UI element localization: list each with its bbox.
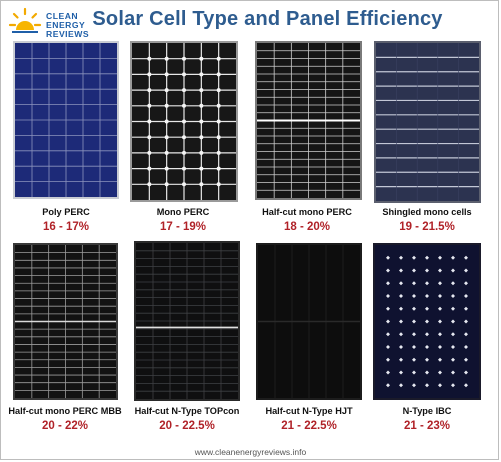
panel-label: Half-cut N-Type TOPcon bbox=[134, 406, 240, 416]
logo-line: REVIEWS bbox=[46, 29, 90, 40]
page-title: Solar Cell Type and Panel Efficiency bbox=[92, 8, 443, 30]
panel-label: N-Type IBC bbox=[402, 406, 452, 416]
logo-line: CLEAN bbox=[46, 11, 79, 21]
panel-label: Half-cut mono PERC MBB bbox=[8, 406, 122, 416]
panel-efficiency: 21 - 22.5% bbox=[281, 420, 337, 432]
panel-efficiency: 17 - 19% bbox=[159, 221, 207, 233]
panel-label: Half-cut N-Type HJT bbox=[265, 406, 353, 416]
half-cut-mono-perc-panel-image bbox=[255, 41, 362, 200]
logo-line: ENERGY bbox=[46, 20, 86, 31]
half-cut-n-type-topcon-panel-image bbox=[134, 241, 240, 401]
panel-efficiency: 20 - 22% bbox=[41, 420, 89, 432]
panel-label: Half-cut mono PERC bbox=[262, 207, 352, 217]
shingled-mono-panel-image bbox=[374, 41, 481, 203]
mono-perc-panel-image bbox=[130, 41, 238, 202]
logo-wordmark: CLEAN ENERGY REVIEWS bbox=[46, 11, 90, 40]
poly-perc-panel-image bbox=[13, 41, 119, 199]
half-cut-mono-perc-mbb-panel-image bbox=[13, 243, 118, 400]
panel-label: Shingled mono cells bbox=[382, 207, 472, 217]
half-cut-n-type-hjt-panel-image bbox=[256, 243, 362, 400]
panel-efficiency: 18 - 20% bbox=[283, 221, 331, 233]
panel-label: Mono PERC bbox=[156, 207, 210, 217]
clean-energy-reviews-logo: CLEAN ENERGY REVIEWS bbox=[8, 6, 90, 42]
n-type-ibc-panel-image bbox=[373, 243, 481, 400]
panel-efficiency: 20 - 22.5% bbox=[159, 420, 215, 432]
panel-label: Poly PERC bbox=[42, 207, 90, 217]
panel-efficiency: 19 - 21.5% bbox=[399, 221, 455, 233]
sun-icon bbox=[8, 7, 42, 33]
panel-efficiency: 21 - 23% bbox=[403, 420, 451, 432]
panel-efficiency: 16 - 17% bbox=[42, 221, 90, 233]
footer-url: www.cleanenergyreviews.info bbox=[194, 447, 307, 457]
